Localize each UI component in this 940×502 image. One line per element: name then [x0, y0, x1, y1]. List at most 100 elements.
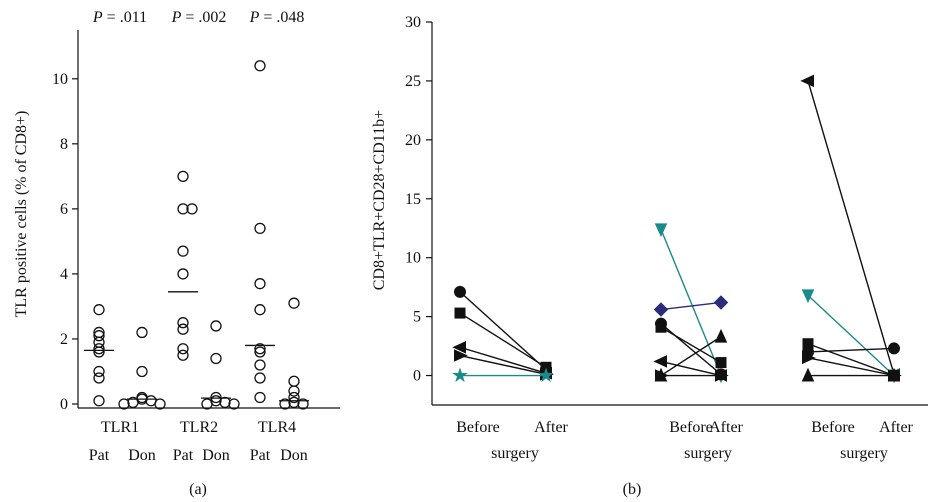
diamond-marker — [713, 295, 729, 310]
patient-point — [254, 304, 266, 316]
p-value-number: = .048 — [259, 9, 304, 26]
donor-point — [118, 398, 130, 410]
panel-a-y-tick-label: 2 — [60, 331, 68, 348]
pair-line — [459, 291, 547, 371]
tlr-category-label: TLR2 — [180, 419, 218, 436]
donor-label: Don — [202, 447, 230, 464]
panel-b-y-tick-label: 15 — [405, 191, 421, 208]
right-triangle-marker — [715, 369, 729, 382]
patient-point — [254, 278, 266, 290]
panel-b-y-tick-label: 25 — [405, 73, 421, 90]
up-triangle-marker — [887, 367, 901, 382]
donor-label: Don — [128, 447, 156, 464]
patient-point — [254, 222, 266, 235]
panel-b-y-tick-label: 5 — [413, 309, 421, 326]
p-value-symbol: P — [171, 9, 182, 26]
star-marker — [452, 367, 468, 383]
patient-point — [177, 349, 189, 361]
panel-a: TLR positive cells (% of CD8+) (a) 0 2 4 6 8… — [13, 9, 340, 498]
patient-point — [93, 330, 105, 342]
after-label: After — [879, 419, 913, 436]
pair-line — [459, 346, 547, 374]
p-value-number: = .002 — [181, 9, 226, 26]
tlr-category-label: TLR1 — [101, 419, 139, 436]
patient-point — [93, 372, 105, 384]
panel-b-y-tick-label: 0 — [413, 368, 421, 385]
pair-line — [807, 343, 895, 377]
diamond-marker — [653, 302, 669, 317]
surgery-label: surgery — [840, 445, 888, 462]
square-marker — [715, 357, 727, 369]
down-triangle-marker — [801, 289, 815, 304]
circle-marker — [888, 342, 900, 355]
patient-label: Pat — [250, 447, 271, 464]
p-value-symbol: P — [249, 9, 260, 26]
panel-a-y-tick-label: 10 — [52, 71, 68, 88]
p-value-label: P = .011 — [92, 9, 147, 26]
circle-marker — [454, 285, 466, 298]
panel-a-y-tick-label: 0 — [60, 396, 68, 413]
patient-label: Pat — [89, 447, 110, 464]
right-triangle-marker — [802, 351, 816, 365]
panel-a-y-label: TLR positive cells (% of CD8+) — [13, 111, 30, 318]
star-marker — [538, 367, 554, 383]
patient-point — [177, 203, 189, 215]
donor-point — [210, 391, 222, 404]
right-triangle-marker — [454, 349, 468, 362]
panel-b-caption: (b) — [623, 481, 642, 498]
donor-point — [210, 320, 222, 332]
patient-label: Pat — [173, 447, 194, 464]
patient-point — [93, 395, 105, 407]
panel-b-y-tick-label: 30 — [405, 14, 421, 31]
patient-point — [177, 343, 189, 355]
donor-point — [210, 352, 222, 365]
donor-point — [136, 326, 148, 339]
pair-line — [807, 357, 895, 377]
pair-line — [660, 336, 722, 377]
square-marker — [655, 321, 667, 333]
panel-a-y-tick-label: 4 — [60, 266, 68, 283]
panel-a-caption: (a) — [189, 481, 207, 498]
before-label: Before — [811, 419, 855, 436]
down-triangle-marker — [654, 223, 668, 238]
p-value-label: P = .048 — [249, 9, 305, 26]
panel-a-y-tick-label: 6 — [60, 201, 68, 218]
patient-point — [254, 343, 266, 355]
square-marker — [454, 307, 466, 319]
patient-point — [254, 346, 266, 358]
patient-point — [177, 170, 189, 182]
before-label: Before — [456, 419, 500, 436]
surgery-label: surgery — [684, 445, 732, 462]
donor-point — [288, 385, 300, 397]
patient-point — [254, 60, 266, 72]
patient-point — [93, 343, 105, 355]
patient-point — [93, 365, 105, 378]
donor-label: Don — [280, 447, 308, 464]
patient-point — [177, 317, 189, 329]
pair-line — [807, 80, 895, 375]
pair-line — [459, 312, 547, 368]
donor-point — [288, 391, 300, 404]
panel-b: CD8+TLR+CD28+CD11b+ (b) 0 5 10 15 20 25 30 Bef… — [371, 14, 928, 498]
left-triangle-marker — [452, 341, 466, 354]
panel-b-y-tick-label: 10 — [405, 250, 421, 267]
patient-point — [254, 391, 266, 404]
pair-line — [459, 354, 547, 376]
pair-line — [660, 360, 722, 377]
before-label: Before — [669, 419, 713, 436]
panel-a-y-tick-label: 8 — [60, 136, 68, 153]
pair-line — [660, 229, 722, 376]
donor-point — [228, 398, 240, 410]
pair-line — [660, 301, 722, 311]
pair-line — [807, 294, 895, 377]
donor-point — [288, 297, 300, 309]
donor-point — [288, 396, 300, 409]
donor-point — [154, 398, 166, 410]
donor-point — [201, 398, 213, 410]
surgery-label: surgery — [491, 445, 539, 462]
donor-point — [297, 398, 309, 410]
left-triangle-marker — [653, 355, 667, 368]
pair-line — [807, 347, 895, 353]
p-value-symbol: P — [92, 9, 103, 26]
